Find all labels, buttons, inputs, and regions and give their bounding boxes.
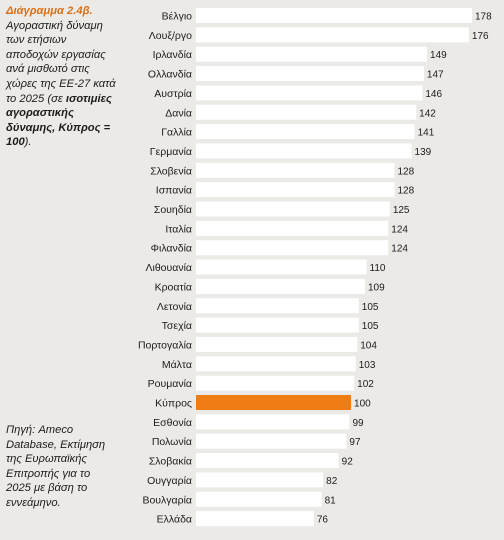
value-label: 92 xyxy=(342,457,354,468)
bar xyxy=(196,453,339,469)
value-label: 103 xyxy=(359,360,376,371)
value-label: 128 xyxy=(397,166,414,177)
value-label: 139 xyxy=(415,147,432,158)
bar xyxy=(196,298,359,314)
value-label: 105 xyxy=(362,321,379,332)
bar xyxy=(196,433,347,449)
value-label: 124 xyxy=(391,224,408,235)
category-label: Γερμανία xyxy=(150,146,192,158)
bar xyxy=(196,104,417,120)
value-label: 76 xyxy=(317,515,329,526)
caption-text: Αγοραστική δύναμη των ετήσιων αποδοχών ε… xyxy=(6,19,116,105)
value-label: 128 xyxy=(397,186,414,197)
value-label: 104 xyxy=(360,340,377,351)
value-label: 178 xyxy=(475,12,492,23)
caption-bold-text: ισοτιμίες αγοραστικής δύναμης, Κύπρος = … xyxy=(6,92,112,149)
chart-title: Διάγραμμα 2.4β. xyxy=(6,5,93,17)
category-label: Λιθουανία xyxy=(146,262,193,274)
value-label: 97 xyxy=(349,437,361,448)
category-label: Δανία xyxy=(165,107,192,119)
category-label: Ισπανία xyxy=(156,185,192,197)
category-label: Μάλτα xyxy=(162,359,192,371)
bar xyxy=(196,336,358,352)
bar xyxy=(196,85,423,101)
bar xyxy=(196,472,324,488)
category-label: Βέλγιο xyxy=(162,11,193,23)
bar xyxy=(196,220,389,236)
bar xyxy=(196,124,415,140)
bar xyxy=(196,259,367,275)
value-label: 81 xyxy=(325,495,337,506)
category-label: Ρουμανία xyxy=(148,378,192,390)
value-label: 149 xyxy=(430,50,447,61)
bar xyxy=(196,162,395,178)
bar xyxy=(196,375,355,391)
value-label: 105 xyxy=(362,302,379,313)
value-label: 147 xyxy=(427,70,444,81)
bar xyxy=(196,414,350,430)
value-label: 109 xyxy=(368,282,385,293)
category-label: Τσεχία xyxy=(162,320,192,332)
category-label: Ολλανδία xyxy=(148,69,192,81)
bar xyxy=(196,356,356,372)
category-label: Γαλλία xyxy=(161,127,192,139)
category-label: Πορτογαλία xyxy=(138,339,192,351)
bar xyxy=(196,491,322,507)
caption-text-end: ). xyxy=(24,136,32,149)
bar xyxy=(196,8,472,23)
value-label: 100 xyxy=(354,399,371,410)
value-label: 146 xyxy=(425,89,442,100)
value-label: 110 xyxy=(370,263,386,274)
bar xyxy=(196,201,390,217)
bar xyxy=(196,66,424,82)
bar xyxy=(196,511,314,527)
value-label: 125 xyxy=(393,205,410,216)
bar xyxy=(196,27,469,43)
category-label: Εσθονία xyxy=(153,417,192,429)
category-label: Πολωνία xyxy=(152,436,192,448)
bar xyxy=(196,240,389,256)
value-label: 124 xyxy=(391,244,408,255)
value-label: 102 xyxy=(357,379,374,390)
category-label: Λετονία xyxy=(157,301,192,313)
value-label: 142 xyxy=(419,108,436,119)
category-label: Ελλάδα xyxy=(157,514,192,526)
category-label: Σλοβακία xyxy=(149,456,192,468)
bar-highlighted xyxy=(196,395,352,410)
value-label: 99 xyxy=(353,418,365,429)
bar xyxy=(196,317,359,333)
category-label: Φιλανδία xyxy=(151,243,192,255)
category-label: Κροατία xyxy=(155,281,192,293)
category-label: Λουξ/ργο xyxy=(149,30,192,42)
bar xyxy=(196,143,412,159)
value-label: 176 xyxy=(472,31,489,42)
value-label: 82 xyxy=(326,476,338,487)
category-label: Ιρλανδία xyxy=(153,49,192,61)
category-label: Ουγγαρία xyxy=(147,475,192,487)
bar xyxy=(196,182,395,198)
category-label: Αυστρία xyxy=(154,88,192,100)
category-label: Κύπρος xyxy=(155,398,192,410)
value-label: 141 xyxy=(418,128,435,139)
category-label: Σουηδία xyxy=(154,204,192,216)
category-label: Ιταλία xyxy=(165,223,192,235)
category-label: Βουλγαρία xyxy=(142,494,192,506)
chart-caption: Διάγραμμα 2.4β. Αγοραστική δύναμη των ετ… xyxy=(6,4,118,150)
bar xyxy=(196,46,428,62)
bar xyxy=(196,278,366,294)
source-note: Πηγή: Ameco Database, Εκτίμηση της Ευρωπ… xyxy=(6,424,106,509)
category-label: Σλοβενία xyxy=(150,165,192,177)
